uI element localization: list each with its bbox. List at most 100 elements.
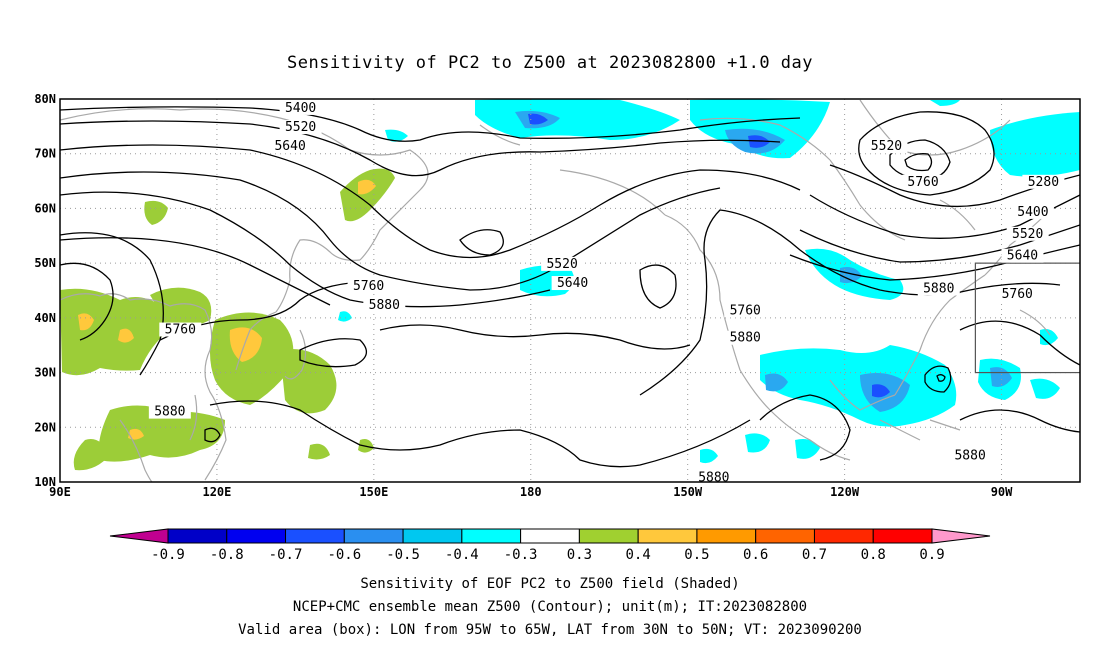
- colorbar-swatch: [872, 528, 933, 544]
- contour-label: 5760: [1002, 287, 1033, 302]
- contour-label: 5760: [730, 303, 761, 318]
- lat-tick-label: 30N: [34, 366, 56, 380]
- colorbar-label: -0.5: [386, 547, 420, 563]
- figure-title: Sensitivity of PC2 to Z500 at 2023082800…: [287, 53, 813, 73]
- contour-label-bg: [917, 281, 960, 296]
- positive-sensitivity-shading: [60, 168, 395, 471]
- caption-line-1: Sensitivity of EOF PC2 to Z500 field (Sh…: [360, 576, 739, 592]
- negative-sensitivity-peak: [528, 113, 890, 398]
- colorbar-label: 0.4: [626, 547, 651, 563]
- contour-label-bg: [724, 330, 767, 345]
- lon-tick-label: 150E: [359, 485, 388, 499]
- contour-label: 5520: [871, 139, 902, 154]
- lon-tick-label: 180: [520, 485, 542, 499]
- contour-label: 5880: [369, 298, 400, 313]
- lon-tick-label: 90W: [991, 485, 1013, 499]
- colorbar-label: -0.3: [504, 547, 538, 563]
- contour-label-bg: [159, 322, 202, 337]
- lat-tick-label: 70N: [34, 147, 56, 161]
- contour-label-bg: [363, 297, 406, 312]
- contour-label: 5880: [730, 331, 761, 346]
- contour-label: 5880: [154, 405, 185, 420]
- contour-label-bg: [148, 404, 191, 419]
- coastlines: [60, 99, 1051, 482]
- contour-label-bg: [865, 139, 908, 154]
- contour-label-bg: [541, 256, 584, 271]
- contour-label-bg: [692, 470, 735, 482]
- contour-label: 5520: [1012, 227, 1043, 242]
- contour-label-bg: [902, 174, 945, 189]
- negative-sensitivity-shading: [338, 99, 1080, 464]
- contour-label: 5760: [907, 175, 938, 190]
- colorbar: -0.9 -0.8 -0.7 -0.6 -0.5 -0.4 -0.3 0.3 0.4 0.5 0.6…: [109, 528, 991, 563]
- colorbar-swatch: [520, 528, 580, 544]
- lat-tick-label: 20N: [34, 420, 56, 434]
- colorbar-label: 0.6: [743, 547, 768, 563]
- colorbar-swatch: [285, 528, 345, 544]
- contour-label: 5880: [954, 448, 985, 463]
- colorbar-label: -0.7: [269, 547, 303, 563]
- contour-label: 5640: [274, 139, 305, 154]
- colorbar-label: 0.8: [861, 547, 886, 563]
- contour-label-bg: [269, 139, 312, 154]
- colorbar-label: -0.6: [327, 547, 361, 563]
- contour-label: 5760: [165, 323, 196, 338]
- colorbar-label: -0.9: [151, 547, 185, 563]
- caption-line-2: NCEP+CMC ensemble mean Z500 (Contour); u…: [293, 599, 807, 615]
- contour-label-bg: [1011, 204, 1054, 219]
- contour-label: 5400: [285, 101, 316, 116]
- colorbar-swatch: [755, 528, 815, 544]
- colorbar-swatch: [226, 528, 287, 544]
- contour-label-bg: [1006, 226, 1049, 241]
- contour-label: 5640: [557, 276, 588, 291]
- colorbar-swatch-min: [109, 528, 169, 544]
- map-panel: 5400 5520 5640 5520 5760 5280 5400 5520 5640 5760…: [34, 92, 1081, 499]
- contour-label-bg: [996, 286, 1039, 301]
- colorbar-swatch: [167, 528, 228, 544]
- lat-tick-label: 80N: [34, 92, 56, 106]
- contour-label-bg: [551, 276, 594, 291]
- lon-tick-label: 150W: [673, 485, 703, 499]
- colorbar-swatch: [578, 528, 639, 544]
- contour-label: 5520: [285, 120, 316, 135]
- colorbar-label: 0.7: [802, 547, 827, 563]
- contour-label: 5760: [353, 279, 384, 294]
- valid-area-box: [974, 262, 1080, 374]
- contour-label-bg: [1022, 174, 1065, 189]
- lat-tick-label: 50N: [34, 256, 56, 270]
- lat-tick-label: 40N: [34, 311, 56, 325]
- longitude-axis: 90E120E150E180150W120W90W60W: [49, 485, 1013, 499]
- colorbar-label: 0.3: [567, 547, 592, 563]
- caption-line-3: Valid area (box): LON from 95W to 65W, L…: [238, 622, 862, 638]
- colorbar-swatch: [402, 528, 463, 544]
- contour-label: 5520: [546, 257, 577, 272]
- contour-labels: 5400 5520 5640 5520 5760 5280 5400 5520 5640 5760…: [148, 100, 1065, 485]
- colorbar-swatch: [813, 528, 874, 544]
- colorbar-label: 0.5: [684, 547, 709, 563]
- contour-label: 5880: [698, 470, 729, 485]
- contour-label-bg: [1001, 248, 1044, 263]
- lon-tick-label: 120W: [830, 485, 860, 499]
- contour-label-bg: [347, 278, 390, 293]
- lat-tick-label: 60N: [34, 201, 56, 215]
- colorbar-swatch-max: [931, 528, 991, 544]
- contour-label: 5280: [1028, 175, 1059, 190]
- z500-contours: [60, 106, 1080, 468]
- colorbar-label: 0.9: [919, 547, 944, 563]
- map-frame: [59, 98, 1081, 483]
- colorbar-label: -0.8: [210, 547, 244, 563]
- contour-label-bg: [724, 303, 767, 318]
- gridlines: [60, 99, 1080, 482]
- contour-label: 5880: [923, 282, 954, 297]
- contour-label-bg: [279, 120, 322, 135]
- contour-label: 5640: [1007, 249, 1038, 264]
- colorbar-swatch: [343, 528, 404, 544]
- colorbar-swatch: [637, 528, 698, 544]
- colorbar-label: -0.4: [445, 547, 479, 563]
- contour-label-bg: [949, 448, 992, 463]
- contour-label-bg: [279, 100, 322, 115]
- latitude-axis: 80N 70N 60N 50N 40N 30N 20N 10N: [34, 92, 56, 489]
- colorbar-swatch: [461, 528, 522, 544]
- colorbar-swatch: [696, 528, 757, 544]
